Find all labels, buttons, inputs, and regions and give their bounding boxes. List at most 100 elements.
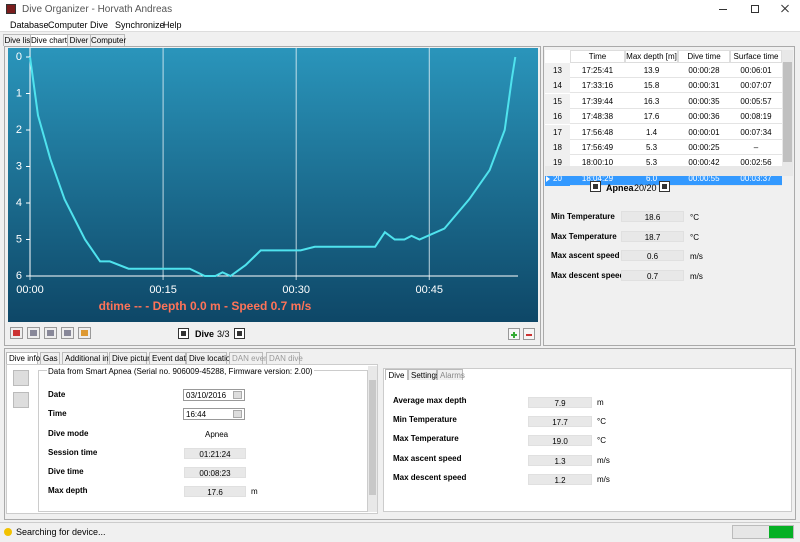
x-tick-label: 00:15 [149,284,177,296]
tab[interactable]: DAN event [229,352,271,364]
stat-value: 0.6 [621,250,684,262]
field-input[interactable]: 16:44 [183,408,245,420]
toolbar-button[interactable] [78,327,91,339]
field-unit: m [251,487,258,496]
column-header: Max depth [m] [625,50,678,63]
minimize-button[interactable] [716,3,730,15]
y-tick-label: 2 [16,124,22,136]
tab[interactable]: Event data [149,352,190,364]
toolbar-button[interactable] [61,327,74,339]
session-stat-label: Min Temperature [393,415,457,425]
field-input[interactable]: 03/10/2016 [183,389,245,401]
title-bar [0,0,800,18]
table-cell: 1.4 [645,127,658,137]
field-button [233,410,242,418]
menu-item[interactable]: Dive [90,20,109,30]
stat-value: 18.7 [621,230,684,242]
table-cell: 00:03:37 [740,173,772,183]
prev-apnea-button[interactable] [590,181,601,192]
table-row[interactable]: 14 17:33:16 15.8 00:00:31 00:07:07 [545,78,782,94]
toolbar-icon [47,330,54,336]
tab[interactable]: Diver [67,34,91,46]
toolbar-button[interactable] [10,327,23,339]
next-dive-button[interactable] [234,328,245,339]
tab[interactable]: Dive location [186,352,235,364]
menu-item[interactable]: Synchronize [115,20,165,30]
y-tick-label: 0 [16,51,22,63]
menu-bar [0,18,800,32]
toolbar-icon [64,330,71,336]
tab[interactable]: Gas [40,352,60,364]
table-cell: – [753,143,759,152]
table-cell: 00:02:56 [740,158,772,168]
stat-unit: °C [690,213,699,222]
tab[interactable]: Settings [408,369,440,380]
close-button[interactable] [778,3,792,15]
tab[interactable]: Dive info [6,352,40,364]
source-label: Data from Smart Apnea (Serial no. 906009… [47,367,314,376]
tab[interactable]: Dive [385,369,408,380]
table-row[interactable]: 15 17:39:44 16.3 00:00:35 00:05:57 [545,93,782,109]
session-stat-value: 19.0 [528,435,592,447]
next-apnea-button[interactable] [659,181,670,192]
table-row[interactable]: 16 17:48:38 17.6 00:00:36 00:08:19 [545,109,782,125]
session-stat-unit: °C [597,417,606,427]
status-bar [0,522,800,542]
minimize-button-glyph [719,9,727,10]
field-value: 03/10/2016 [186,391,227,400]
toolbar-button[interactable] [27,327,40,339]
menu-item[interactable]: Computer [48,20,88,30]
field-label: Session time [48,448,98,457]
table-cell: 17:48:38 [581,112,614,122]
session-stat-unit: m/s [597,474,610,484]
toolbar-icon [13,330,20,336]
session-stat-unit: °C [597,436,606,446]
table-cell: 00:00:28 [688,66,720,75]
dive-count: 3/3 [217,329,230,339]
x-tick-label: 00:00 [16,284,44,296]
add-button[interactable] [508,328,520,340]
stat-value: 0.7 [621,270,684,282]
table-cell: 16.3 [643,96,660,106]
remove-button[interactable] [523,328,535,340]
table-cell: 18:00:10 [581,158,614,168]
session-stat-unit: m [597,398,604,407]
menu-item[interactable]: Database [10,20,49,30]
confirm-button[interactable] [13,370,29,386]
session-stat-label: Max ascent speed [393,453,462,463]
column-header: Surface time [730,50,782,63]
table-cell: 00:07:34 [740,127,772,137]
table-row[interactable]: 17 17:56:48 1.4 00:00:01 00:07:34 [545,124,782,140]
next-icon [662,184,667,189]
maximize-button-glyph [751,5,759,13]
prev-dive-button[interactable] [178,328,189,339]
apnea-count: 20/20 [634,183,657,193]
table-cell: 00:00:55 [688,173,720,183]
tab[interactable]: Computer [90,34,127,46]
tab[interactable]: DAN dive [266,352,303,364]
table-cell: 00:05:57 [740,96,772,106]
toolbar-button[interactable] [44,327,57,339]
tab[interactable]: Alarms [437,369,465,380]
table-cell: 17:56:49 [581,143,614,152]
field-label: Time [48,409,67,418]
table-cell: 17:25:41 [581,66,614,75]
window-title: Dive Organizer - Horvath Andreas [22,4,173,15]
menu-item[interactable]: Help [163,20,182,30]
tab[interactable]: Dive chart [30,34,68,46]
table-cell: 00:00:35 [688,96,720,106]
x-tick-label: 00:30 [282,284,310,296]
table-cell: 17.6 [643,112,660,122]
field-value: 01:21:24 [184,448,246,459]
field-value: Apnea [205,430,229,439]
table-row[interactable]: 13 17:25:41 13.9 00:00:28 00:06:01 [545,63,782,78]
table-row[interactable]: 18 17:56:49 5.3 00:00:25 – [545,140,782,155]
session-stat-value: 7.9 [528,397,592,408]
tab[interactable]: Additional info [62,352,115,364]
tab[interactable]: Dive picture [109,352,154,364]
session-stat-value: 17.7 [528,416,592,428]
maximize-button[interactable] [748,3,762,15]
x-tick-label: 00:45 [416,284,444,296]
cancel-button[interactable] [13,392,29,408]
y-tick-label: 6 [16,270,22,282]
